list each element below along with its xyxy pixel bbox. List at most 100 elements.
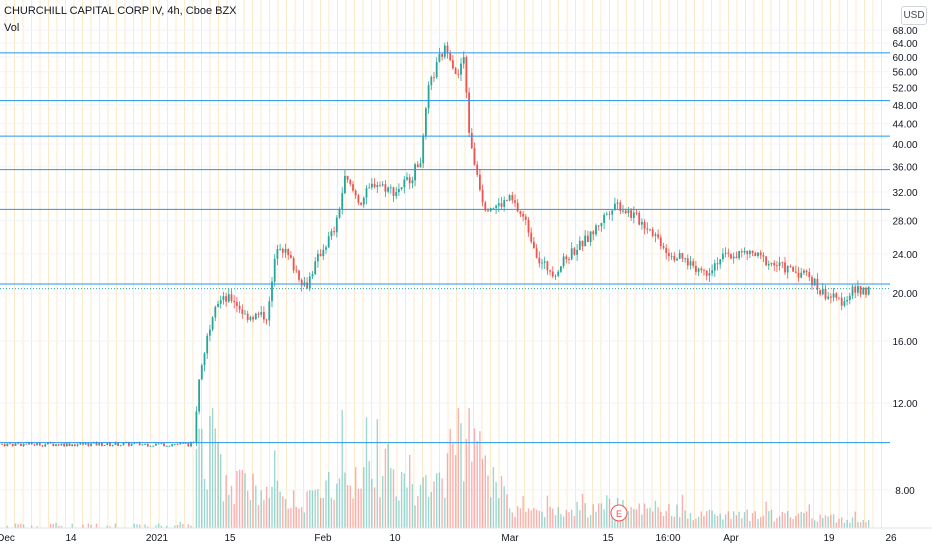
- volume-bar: [133, 523, 135, 528]
- volume-bar: [708, 509, 711, 528]
- volume-bar: [309, 490, 311, 528]
- volume-bar: [803, 512, 805, 528]
- volume-bar: [284, 499, 287, 528]
- x-tick-label: 14: [65, 533, 77, 544]
- volume-bar: [473, 428, 476, 528]
- candle-body: [468, 92, 470, 133]
- candle-body: [392, 187, 395, 196]
- volume-bar: [465, 439, 468, 528]
- candle-body: [322, 249, 325, 257]
- volume-bar: [441, 478, 443, 528]
- candle-body: [695, 265, 697, 272]
- volume-bar: [646, 508, 648, 528]
- volume-bar: [549, 506, 551, 528]
- candle-body: [622, 210, 624, 212]
- volume-bar: [425, 475, 427, 528]
- volume-bar: [773, 521, 775, 528]
- volume-bar: [20, 523, 22, 528]
- volume-bar: [735, 515, 738, 528]
- volume-bar: [679, 517, 681, 528]
- candle-body: [781, 262, 784, 264]
- y-tick-label: 20.00: [892, 289, 917, 300]
- candle-body: [700, 268, 703, 271]
- volume-bar: [260, 490, 262, 528]
- x-tick-label: 2021: [146, 533, 169, 544]
- volume-bar: [552, 508, 554, 528]
- volume-bar: [865, 522, 867, 528]
- candle-body: [362, 197, 365, 205]
- candle-body: [854, 286, 857, 293]
- volume-indicator-label[interactable]: Vol: [4, 22, 20, 34]
- candle-body: [117, 442, 119, 446]
- volume-bar: [824, 515, 827, 528]
- candle-body: [608, 213, 611, 215]
- candle-body: [138, 442, 141, 445]
- y-tick-label: 16.00: [892, 337, 917, 348]
- candle-body: [349, 179, 352, 185]
- candle-body: [257, 313, 260, 315]
- volume-bar: [449, 429, 451, 528]
- candle-body: [144, 443, 146, 445]
- volume-bar: [846, 519, 848, 528]
- volume-bar: [333, 499, 335, 528]
- candle-body: [314, 261, 317, 275]
- candle-body: [570, 248, 573, 260]
- candle-body: [754, 252, 757, 256]
- volume-bar: [670, 515, 673, 528]
- volume-bar: [768, 511, 770, 528]
- candle-body: [373, 183, 376, 188]
- candle-body: [433, 77, 435, 78]
- candle-body: [543, 261, 546, 263]
- candle-body: [360, 202, 362, 205]
- candle-body: [263, 312, 265, 320]
- candle-body: [546, 261, 549, 271]
- candle-body: [327, 236, 330, 248]
- candle-body: [803, 270, 805, 273]
- x-tick-label: 19: [823, 533, 835, 544]
- volume-bar: [611, 509, 613, 528]
- candle-body: [730, 253, 732, 259]
- candle-body: [20, 443, 22, 447]
- candle-body: [862, 287, 865, 295]
- volume-bar: [733, 511, 735, 528]
- candle-body: [287, 248, 290, 256]
- volume-bar: [371, 478, 373, 528]
- volume-bar: [414, 505, 416, 528]
- volume-bar: [438, 472, 441, 528]
- volume-bar: [182, 524, 184, 528]
- volume-bar: [541, 511, 543, 528]
- candle-body: [743, 250, 746, 253]
- volume-bar: [338, 478, 341, 528]
- candle-body: [727, 252, 730, 254]
- volume-bar: [776, 518, 778, 528]
- candle-body: [811, 277, 813, 286]
- earnings-event-marker[interactable]: E: [610, 504, 628, 522]
- volume-bar: [355, 467, 357, 528]
- candle-body: [840, 297, 843, 306]
- candle-body: [773, 262, 776, 266]
- candle-body: [759, 252, 762, 256]
- candle-body: [703, 270, 705, 271]
- candle-body: [554, 275, 557, 277]
- candle-body: [438, 54, 441, 62]
- volume-bar: [700, 511, 702, 528]
- volume-bar: [430, 492, 432, 528]
- candle-body: [605, 213, 608, 215]
- currency-button[interactable]: USD: [901, 6, 927, 25]
- volume-bar: [568, 512, 570, 528]
- candle-body: [616, 202, 619, 204]
- candle-body: [87, 443, 90, 447]
- x-tick-label: 15: [224, 533, 236, 544]
- volume-bar: [301, 506, 303, 528]
- volume-bar: [190, 525, 192, 528]
- volume-bar: [495, 481, 497, 528]
- candle-body: [595, 225, 597, 235]
- volume-bar: [571, 509, 573, 528]
- volume-bar: [201, 428, 203, 528]
- volume-bar: [220, 454, 222, 528]
- volume-bar: [155, 525, 157, 528]
- volume-bar: [249, 500, 252, 528]
- y-tick-label: 68.00: [892, 26, 917, 37]
- candle-body: [82, 442, 84, 445]
- candle-body: [106, 442, 109, 445]
